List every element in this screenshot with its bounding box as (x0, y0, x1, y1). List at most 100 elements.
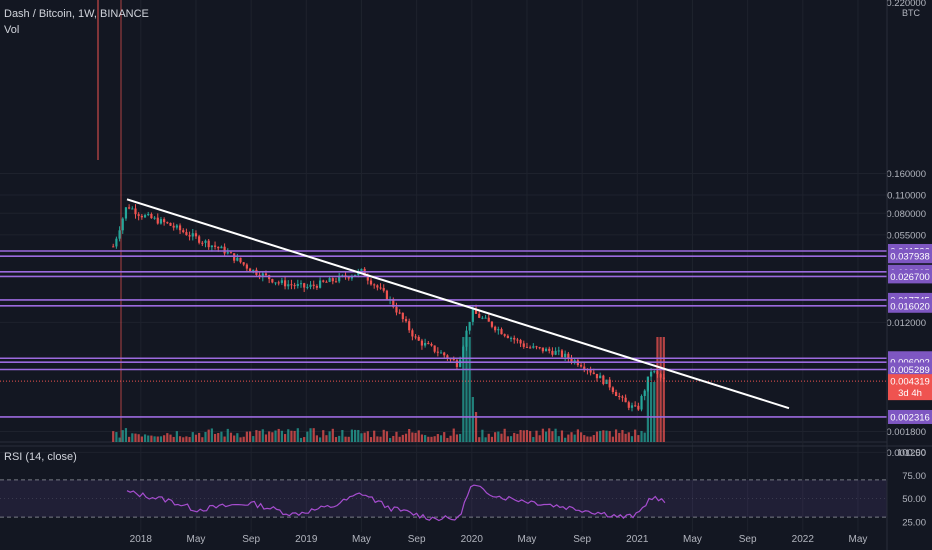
candle-body (500, 329, 503, 335)
candle-body (322, 280, 325, 282)
volume-bar (169, 434, 172, 442)
candle-body (627, 402, 630, 408)
time-tick-label: 2019 (295, 534, 318, 545)
candle-body (169, 222, 172, 226)
current-price-label: 0.004319 (890, 377, 930, 388)
candle-body (121, 218, 124, 231)
candle-body (156, 217, 159, 224)
candle-body (430, 343, 433, 346)
candle-body (376, 285, 379, 288)
candle-body (303, 283, 306, 288)
volume-bar (338, 435, 341, 442)
volume-bar (147, 435, 150, 442)
volume-bar (280, 430, 283, 442)
volume-bar (112, 431, 115, 442)
volume-bar (290, 430, 293, 442)
volume-bar (535, 430, 538, 442)
volume-bar (334, 437, 338, 442)
candle-body (312, 284, 315, 286)
candle-body (271, 279, 274, 283)
candle-body (535, 346, 538, 348)
volume-bar (379, 436, 382, 442)
volume-bar (198, 432, 201, 442)
volume-bar (519, 429, 522, 442)
volume-bar (153, 436, 156, 442)
time-tick-label: Sep (573, 534, 591, 545)
volume-bar (551, 431, 554, 442)
volume-label: Vol (4, 24, 20, 36)
volume-bar (560, 430, 564, 442)
candle-body (605, 379, 608, 384)
candle-body (188, 235, 191, 237)
price-tick-label: 0.220000 (886, 0, 926, 9)
candle-body (424, 343, 427, 346)
candle-body (653, 371, 656, 373)
volume-bar (541, 428, 544, 442)
volume-bar (643, 432, 646, 442)
candle-body (143, 215, 147, 218)
candle-body (592, 372, 595, 374)
volume-bar (118, 437, 121, 442)
candle-body (283, 280, 287, 287)
volume-bar (360, 433, 363, 442)
volume-bar (382, 429, 385, 442)
candle-body (245, 264, 248, 269)
level-label-box (888, 249, 932, 264)
candle-body (481, 317, 484, 319)
volume-bar (408, 428, 411, 442)
volume-bar (525, 430, 529, 442)
volume-bar (258, 430, 261, 442)
volume-bar (497, 431, 500, 442)
candle-body (519, 340, 522, 344)
candle-body (124, 207, 128, 219)
candle-body (411, 330, 414, 337)
volume-bar (156, 436, 159, 442)
candle-body (414, 336, 417, 338)
volume-bar (538, 435, 541, 442)
candle-body (398, 312, 401, 314)
candle-body (392, 299, 395, 307)
level-label-box (888, 269, 932, 284)
candle-body (385, 290, 389, 300)
time-tick-label: 2020 (461, 534, 484, 545)
candle-body (541, 347, 544, 352)
candle-body (637, 405, 640, 410)
volume-bar (213, 433, 217, 442)
level-label: 0.026700 (890, 272, 930, 283)
volume-bar (618, 432, 621, 442)
volume-bar (366, 431, 369, 442)
volume-bar (621, 430, 624, 442)
candle-body (229, 252, 233, 254)
rsi-tick-label: 75.00 (902, 471, 926, 482)
volume-bar (204, 431, 207, 442)
candle-body (557, 350, 560, 352)
candle-body (490, 321, 494, 327)
volume-bar (567, 434, 570, 442)
volume-bar (452, 428, 455, 442)
volume-bar (322, 430, 325, 442)
candle-body (459, 359, 462, 367)
candle-body (226, 252, 229, 254)
volume-bar (245, 431, 248, 442)
volume-bar (296, 428, 299, 442)
level-label: 0.002316 (890, 412, 930, 423)
volume-bar (446, 437, 449, 442)
candle-body (331, 278, 334, 282)
candle-body (404, 319, 408, 322)
time-tick-label: 2018 (130, 534, 153, 545)
volume-bar (229, 432, 233, 442)
volume-bar (341, 430, 344, 442)
volume-bar (468, 337, 471, 442)
candle-body (503, 334, 506, 336)
volume-bar (376, 436, 379, 442)
volume-bar (175, 431, 178, 442)
volume-bar (115, 432, 118, 442)
volume-bar (143, 434, 147, 442)
price-tick-label: 0.001250 (886, 448, 926, 459)
candle-body (478, 313, 481, 318)
candle-body (360, 268, 363, 271)
candle-body (417, 336, 420, 341)
volume-bar (649, 382, 653, 442)
rsi-line (126, 484, 666, 522)
